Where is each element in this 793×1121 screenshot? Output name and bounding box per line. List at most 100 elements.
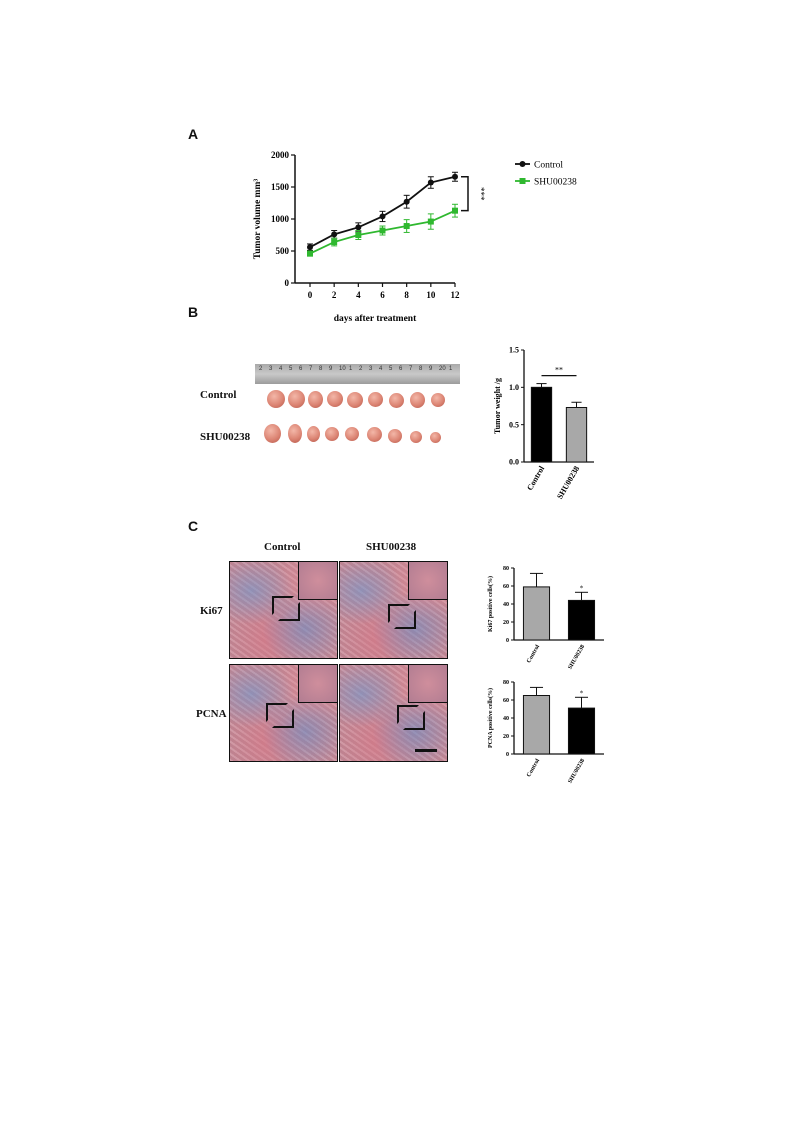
y-tick-label: 1.0 [509,383,519,392]
tumor-specimen [410,431,422,443]
y-axis-label: Tumor weight /g [493,378,502,434]
zoom-bracket [397,705,419,724]
data-point [355,224,362,231]
legend-marker [519,178,526,184]
ruler-tick-label: 4 [379,366,383,372]
data-point [403,223,410,230]
bar [565,406,588,463]
bar [567,707,596,755]
data-point [427,218,434,225]
x-tick-label: 12 [451,290,461,300]
tumor-specimen [308,391,323,408]
y-tick-label: 1500 [271,182,290,192]
zoom-bracket [278,602,300,621]
zoom-bracket [272,709,294,728]
ruler-tick-label: 3 [269,366,273,372]
bar [522,695,551,755]
ruler-tick-label: 9 [329,366,333,372]
tumor-volume-line-chart: 0 500 1000 1500 2000 0 2 4 6 8 10 12 days after trea… [253,150,577,324]
ruler-tick-label: 6 [399,366,403,372]
y-tick-label: 1000 [271,214,290,224]
y-axis-label: Ki67 positive cells(%) [487,576,494,632]
ruler-tick-label: 2 [259,366,263,372]
x-tick-label: 8 [404,290,409,300]
tumor-specimen [288,424,302,443]
x-tick-label: SHU00238 [567,758,586,785]
micro-inset [408,562,447,600]
tumor-specimen [368,392,383,407]
zoom-bracket [266,703,288,722]
micro-inset [298,562,337,600]
ruler-tick-label: 1 [349,366,353,372]
ruler-tick-label: 8 [419,366,423,372]
tumor-specimen [288,390,305,408]
ki67-bar-chart: 0 20 40 60 80 Ki67 positive cells(%) Control SH… [487,566,604,671]
legend-label: Control [534,161,563,171]
tumor-specimen [347,392,363,408]
zoom-bracket [388,604,410,623]
ruler-tick-label: 7 [409,366,413,372]
zoom-bracket [403,711,425,730]
x-tick-label: Control [526,644,541,665]
panel-label-c: C [188,518,199,534]
y-tick-label: 0 [506,752,509,758]
ruler-tick-label: 6 [299,366,303,372]
micro-pcna-control [229,664,338,762]
data-point [355,232,362,238]
tumor-specimen [325,427,339,441]
tumor-specimen [327,391,343,407]
micro-pcna-shu00238 [339,664,448,762]
data-point [427,179,434,186]
micro-row-label-pcna: PCNA [196,708,227,720]
legend-marker [519,161,526,167]
x-tick-label: Control [526,758,541,779]
x-tick-label: SHU00238 [567,644,586,671]
data-point [331,239,338,246]
significance-bracket [461,176,469,212]
y-tick-label: 1.5 [509,346,519,355]
tumor-specimen [431,393,445,407]
tumor-photo: 2 3 4 5 6 7 8 9 10 1 2 3 4 5 6 7 8 9 20 1 [255,364,460,456]
x-axis-label: days after treatment [334,314,417,324]
data-point [307,244,313,251]
ruler-tick-label: 20 [439,366,446,372]
ruler-tick-label: 3 [369,366,373,372]
ruler-tick-label: 5 [389,366,393,372]
y-tick-label: 40 [503,602,509,608]
micro-ki67-shu00238 [339,561,448,659]
tumor-specimen [267,390,285,408]
ruler-tick-label: 8 [319,366,323,372]
tumor-specimen [345,427,359,441]
micro-col-label-control: Control [264,541,301,553]
x-tick-label: 0 [308,290,313,300]
data-point [452,173,458,180]
y-tick-label: 80 [503,680,509,686]
micro-col-label-shu00238: SHU00238 [366,541,417,553]
y-tick-label: 0 [285,278,290,288]
ruler-tick-label: 7 [309,366,313,372]
x-tick-label: 6 [380,290,385,300]
micro-inset [408,665,447,703]
ruler-tick-label: 10 [339,366,346,372]
y-axis-label: Tumor volume mm³ [253,179,263,260]
tumor-specimen [264,424,281,443]
micro-row-label-ki67: Ki67 [200,605,223,617]
y-tick-label: 80 [503,566,509,572]
data-point [331,231,338,238]
x-tick-label: Control [525,464,546,492]
tumor-weight-bar-chart: 0.0 0.5 1.0 1.5 Tumor weight /g Control SHU002… [493,346,594,501]
y-tick-label: 20 [503,620,509,626]
significance-label: * [580,689,584,697]
data-point [307,250,313,257]
data-point [379,227,386,234]
zoom-bracket [394,610,416,629]
ruler: 2 3 4 5 6 7 8 9 10 1 2 3 4 5 6 7 8 9 20 1 [255,364,460,384]
ruler-tick-label: 5 [289,366,293,372]
significance-label: * [580,584,584,592]
y-axis-label: PCNA positive cells(%) [487,688,494,748]
bar [567,599,596,641]
y-tick-label: 0.0 [509,458,519,467]
y-tick-label: 40 [503,716,509,722]
tumor-specimen [388,429,402,443]
pcna-bar-chart: 0 20 40 60 80 PCNA positive cells(%) Control SH… [487,680,604,785]
